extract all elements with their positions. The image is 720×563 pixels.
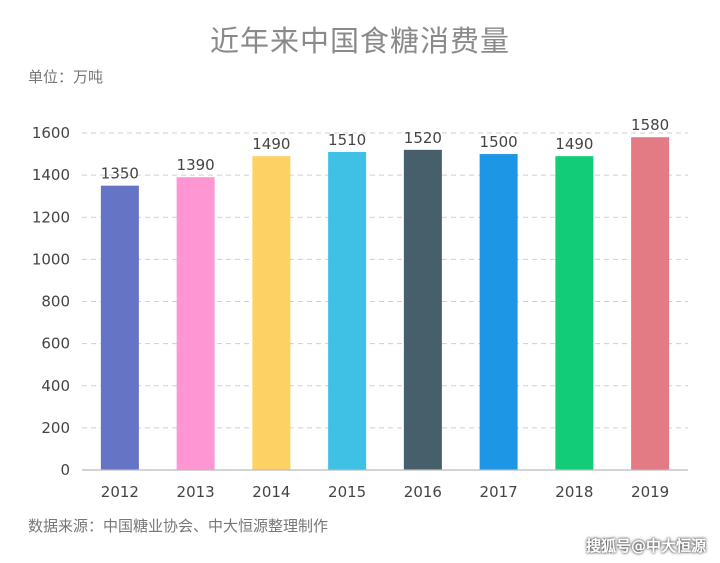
value-label-2018: 1490 (555, 135, 593, 153)
x-axis: 2012 2013 2014 2015 2016 2017 2018 2019 (82, 469, 688, 501)
x-tick-label-2018: 2018 (555, 483, 593, 501)
x-tick-label-2017: 2017 (480, 483, 518, 501)
x-tick-label-2016: 2016 (404, 483, 442, 501)
bar-2014 (252, 156, 291, 470)
value-label-2016: 1520 (404, 129, 442, 147)
bar-2016 (403, 149, 442, 470)
x-tick-label-2014: 2014 (252, 483, 290, 501)
value-label-2014: 1490 (252, 135, 290, 153)
value-label-2015: 1510 (328, 131, 366, 149)
y-tick-label: 0 (60, 461, 70, 479)
source-note: 数据来源：中国糖业协会、中大恒源整理制作 (28, 517, 329, 535)
bar-2019 (631, 137, 670, 470)
y-axis: 0 200 400 600 800 1000 1200 1400 1600 (32, 124, 70, 479)
y-tick-label: 1400 (32, 166, 70, 184)
x-tick-label-2015: 2015 (328, 483, 366, 501)
bar-2018 (555, 156, 594, 470)
value-label-2017: 1500 (480, 133, 518, 151)
value-label-2013: 1390 (177, 156, 215, 174)
x-tick-label-2012: 2012 (101, 483, 139, 501)
y-tick-label: 800 (41, 293, 70, 311)
y-tick-label: 1600 (32, 124, 70, 142)
y-tick-label: 400 (41, 377, 70, 395)
y-tick-label: 600 (41, 335, 70, 353)
bar-2012 (100, 185, 139, 470)
bar-2015 (328, 151, 367, 471)
watermark: 搜狐号@中大恒源 (585, 537, 706, 555)
x-tick-label-2013: 2013 (177, 483, 215, 501)
bars: 1350 1390 1490 1510 1520 1500 1490 1580 (100, 116, 670, 471)
unit-label: 单位：万吨 (28, 68, 104, 86)
grid-lines (82, 132, 688, 429)
x-tick-label-2019: 2019 (631, 483, 669, 501)
bar-2013 (176, 177, 215, 470)
value-label-2019: 1580 (631, 116, 669, 134)
y-tick-label: 200 (41, 419, 70, 437)
value-label-2012: 1350 (101, 165, 139, 183)
bar-2017 (479, 154, 518, 470)
y-tick-label: 1000 (32, 250, 70, 268)
y-tick-label: 1200 (32, 208, 70, 226)
chart-title: 近年来中国食糖消费量 (209, 24, 510, 58)
